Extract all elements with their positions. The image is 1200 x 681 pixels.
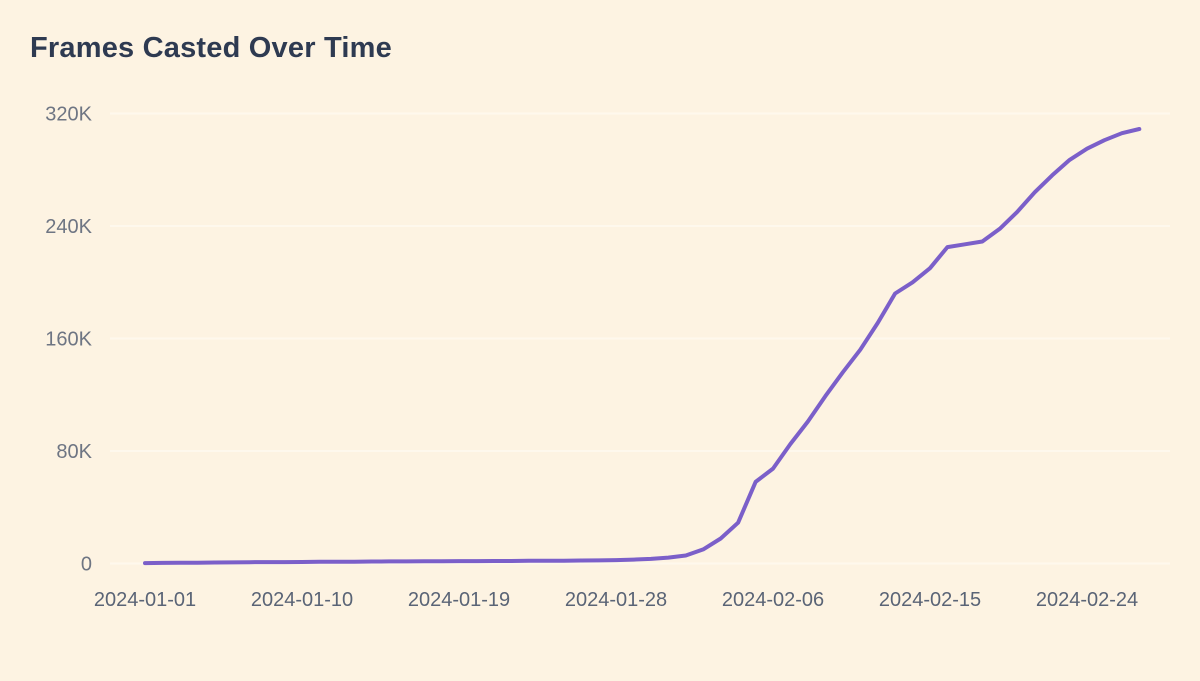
y-axis-tick-label: 80K — [56, 441, 92, 463]
y-axis-tick-label: 320K — [45, 104, 92, 126]
x-axis-tick-label: 2024-02-06 — [722, 589, 824, 611]
y-axis-tick-label: 0 — [81, 554, 92, 576]
x-axis-tick-label: 2024-01-28 — [565, 589, 667, 611]
x-axis-tick-label: 2024-01-01 — [94, 589, 196, 611]
y-axis-tick-label: 240K — [45, 216, 92, 238]
x-axis-tick-label: 2024-02-15 — [879, 589, 981, 611]
chart-title: Frames Casted Over Time — [30, 32, 392, 64]
x-axis-tick-label: 2024-01-10 — [251, 589, 353, 611]
x-axis-tick-label: 2024-01-19 — [408, 589, 510, 611]
y-axis-tick-label: 160K — [45, 329, 92, 351]
series-line-frames-casted — [143, 127, 1142, 566]
x-axis-tick-label: 2024-02-24 — [1036, 589, 1138, 611]
